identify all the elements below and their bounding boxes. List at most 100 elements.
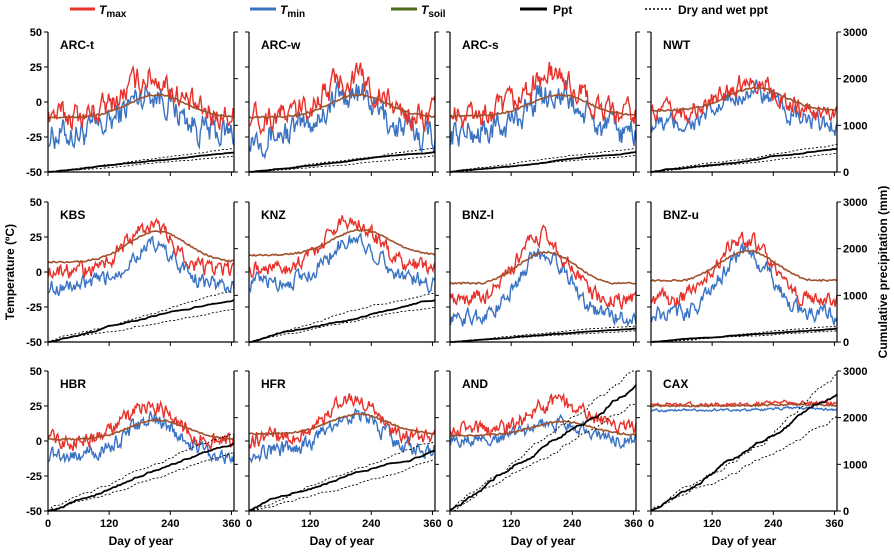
- series-tmax: [650, 231, 838, 307]
- panel-kbs: KBS 50 25 0 -25 -50: [26, 197, 238, 349]
- y-right-tick-label: 2000: [843, 244, 867, 256]
- series-tsoil: [650, 249, 837, 283]
- series-tsoil: [450, 419, 636, 438]
- series-tmax: [47, 399, 235, 452]
- series-tmin: [449, 248, 637, 328]
- y-left-tick-label: 0: [36, 267, 42, 279]
- y-axis-label-right: Cumulative precipitation (mm): [876, 186, 890, 359]
- panel-bnz-l: BNZ-l: [446, 201, 640, 346]
- y-left-tick-label: -50: [26, 337, 42, 349]
- series-tsoil: [48, 418, 234, 442]
- x-tick-label: 0: [447, 518, 453, 530]
- series-dry-wet-ppt-lower: [449, 403, 637, 512]
- y-axis-label-left: Temperature (ºC): [3, 224, 17, 320]
- series-dry-wet-ppt-upper: [47, 290, 235, 343]
- y-left-tick-label: 50: [30, 27, 42, 39]
- legend-tsoil-label: Tsoil: [421, 3, 446, 20]
- series-tmin: [48, 235, 235, 296]
- legend-drywet-label: Dry and wet ppt: [678, 3, 768, 17]
- y-right-tick-label: 0: [843, 506, 849, 518]
- x-tick-label: 120: [301, 518, 319, 530]
- series-dry-wet-ppt-lower: [248, 458, 436, 512]
- y-left-tick-label: -25: [26, 132, 42, 144]
- panel-arc-t: ARC-t 50 25 0 -25 -50: [26, 27, 238, 179]
- x-tick-label: 240: [161, 518, 179, 530]
- x-tick-label: 120: [502, 518, 520, 530]
- legend-ppt-label: Ppt: [553, 3, 572, 17]
- x-tick-label: 360: [222, 518, 240, 530]
- panel-knz: KNZ: [245, 201, 439, 346]
- panel-title: HFR: [261, 377, 286, 391]
- y-left-tick-label: -50: [26, 167, 42, 179]
- y-right-tick-label: 2000: [843, 413, 867, 425]
- series-tmax: [449, 224, 637, 310]
- y-left-tick-label: 25: [30, 232, 42, 244]
- series-dry-wet-ppt-lower: [248, 155, 436, 173]
- panel-arc-w: ARC-w: [245, 31, 439, 176]
- y-right-tick-label: 0: [843, 337, 849, 349]
- panel-bnz-u: BNZ-u 3000 2000 1000 0: [647, 197, 867, 349]
- series-tmin: [650, 79, 838, 136]
- series-tmax: [47, 217, 235, 280]
- x-axis-label: Day of year: [511, 534, 576, 548]
- y-left-tick-label: -25: [26, 471, 42, 483]
- x-axis-label: Day of year: [109, 534, 174, 548]
- y-left-tick-label: 50: [30, 366, 42, 378]
- series-dry-wet-ppt-upper: [650, 373, 838, 512]
- series-tsoil: [651, 86, 837, 112]
- y-left-tick-label: -25: [26, 302, 42, 314]
- panel-nwt: NWT 3000 2000 1000 0: [647, 27, 867, 179]
- y-right-tick-label: 3000: [843, 366, 867, 378]
- series-tsoil: [651, 402, 837, 408]
- series-ppt: [248, 299, 436, 343]
- series-tmax: [449, 61, 637, 128]
- series-ppt: [47, 442, 235, 512]
- series-tsoil: [249, 228, 435, 257]
- panel-title: KBS: [60, 208, 85, 222]
- panel-arc-s: ARC-s: [446, 31, 640, 176]
- panel-title: ARC-s: [462, 38, 499, 52]
- series-dry-wet-ppt-upper: [48, 148, 235, 173]
- panel-title: AND: [462, 377, 488, 391]
- series-dry-wet-ppt-lower: [650, 415, 838, 512]
- x-axis-label: Day of year: [310, 534, 375, 548]
- panel-title: NWT: [663, 38, 691, 52]
- series-dry-wet-ppt-upper: [449, 370, 636, 512]
- panel-title: ARC-w: [261, 38, 301, 52]
- series-tsoil: [48, 93, 234, 119]
- x-tick-label: 240: [764, 518, 782, 530]
- x-tick-label: 0: [45, 518, 51, 530]
- series-tmin: [449, 413, 637, 450]
- series-tmin: [248, 408, 436, 464]
- y-right-tick-label: 3000: [843, 27, 867, 39]
- series-tsoil: [450, 93, 636, 118]
- series-tsoil: [450, 250, 636, 286]
- series-ppt: [651, 327, 838, 343]
- series-ppt: [450, 327, 637, 343]
- legend-tmin-label: Tmin: [280, 3, 305, 20]
- series-dry-wet-ppt-lower: [47, 308, 235, 343]
- panel-title: ARC-t: [60, 38, 94, 52]
- series-tmax: [248, 215, 436, 278]
- x-tick-label: 240: [362, 518, 380, 530]
- panel-hfr: HFR 0 120 240 360 Day of year: [245, 370, 442, 548]
- x-tick-label: 0: [246, 518, 252, 530]
- series-tmax: [249, 62, 436, 136]
- series-dry-wet-ppt-upper: [650, 143, 838, 173]
- x-tick-label: 360: [423, 518, 441, 530]
- series-ppt: [650, 393, 838, 512]
- x-axis-label: Day of year: [712, 534, 777, 548]
- legend: Tmax Tmin Tsoil Ppt Dry and wet ppt: [70, 3, 768, 20]
- series-tmin: [650, 241, 838, 326]
- panel-title: HBR: [60, 377, 86, 391]
- series-tmin: [651, 406, 838, 413]
- y-right-tick-label: 2000: [843, 74, 867, 86]
- y-left-tick-label: 0: [36, 436, 42, 448]
- legend-tmax-label: Tmax: [99, 3, 127, 20]
- series-ppt: [248, 449, 436, 512]
- x-tick-label: 0: [648, 518, 654, 530]
- series-tmax: [449, 392, 637, 439]
- x-tick-label: 240: [563, 518, 581, 530]
- y-left-tick-label: 25: [30, 401, 42, 413]
